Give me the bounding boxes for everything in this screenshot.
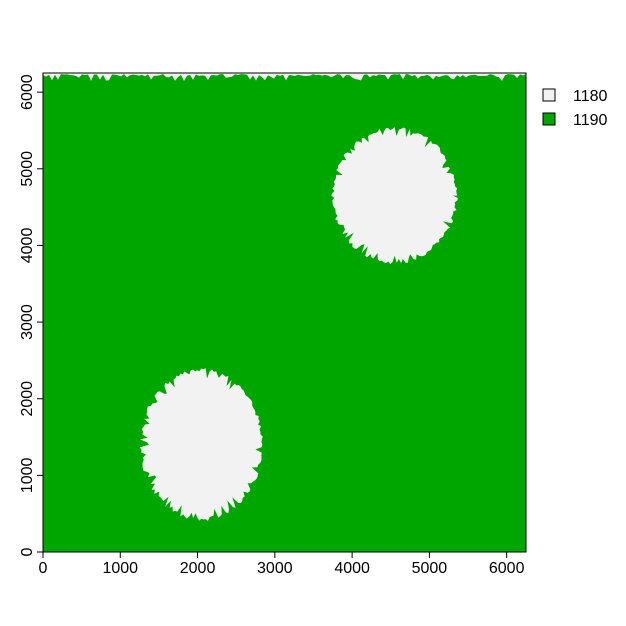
y-tick-label: 3000	[19, 304, 36, 340]
legend-label-1190: 1190	[573, 112, 608, 129]
raster-patch-1180-1	[331, 127, 458, 265]
y-tick-label: 6000	[19, 74, 36, 110]
legend-label-1180: 1180	[573, 88, 608, 105]
x-tick-label: 3000	[257, 560, 293, 577]
x-axis: 0 1000 2000 3000 4000 5000 6000	[39, 551, 525, 577]
raster-background-1190	[43, 73, 526, 552]
plot-area	[42, 72, 527, 553]
raster-patch-1180-2	[139, 368, 263, 521]
x-tick-label: 2000	[180, 560, 216, 577]
y-tick-label: 1000	[19, 457, 36, 493]
legend: 1180 1190	[542, 88, 608, 129]
y-tick-label: 4000	[19, 228, 36, 264]
x-tick-label: 5000	[412, 560, 448, 577]
x-tick-label: 0	[39, 560, 48, 577]
y-axis: 0 1000 2000 3000 4000 5000 6000	[19, 74, 44, 556]
y-tick-label: 5000	[19, 151, 36, 187]
y-tick-label: 0	[19, 547, 36, 556]
x-tick-label: 4000	[334, 560, 370, 577]
y-tick-label: 2000	[19, 381, 36, 417]
legend-swatch-1180	[542, 88, 556, 102]
x-tick-label: 6000	[489, 560, 525, 577]
x-tick-label: 1000	[102, 560, 138, 577]
raster-top-edge-1180	[43, 73, 526, 81]
legend-swatch-1190	[542, 112, 556, 126]
